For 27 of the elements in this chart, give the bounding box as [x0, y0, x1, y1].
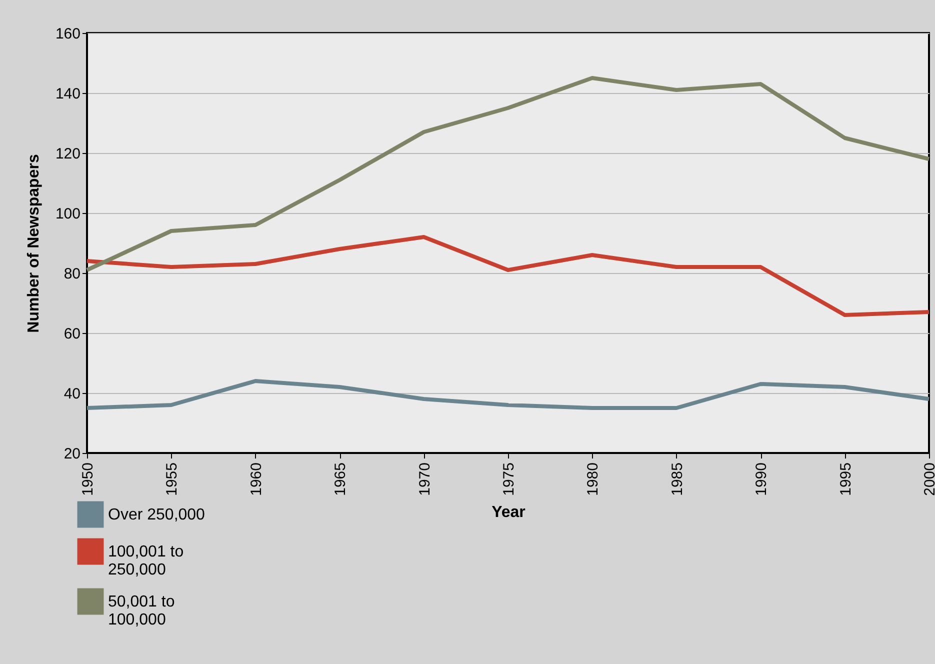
x-tick-label: 1990 [753, 462, 770, 496]
x-tick-label: 1970 [416, 462, 434, 496]
line-series [85, 76, 931, 272]
y-tick-label: 140 [55, 86, 80, 102]
x-tick-label: 1950 [80, 462, 96, 496]
x-tick-label: 1980 [584, 462, 602, 496]
y-tick-label: 160 [55, 26, 80, 42]
y-tick-label: 100 [55, 206, 80, 222]
line-series [85, 235, 931, 317]
x-tick-label: 1965 [332, 462, 350, 496]
x-tick-label: 1985 [668, 462, 686, 496]
x-tick-label: 1960 [248, 462, 265, 496]
x-tick-label: 1975 [500, 462, 518, 496]
y-tick-label: 40 [64, 386, 80, 402]
y-axis-title: Number of Newspapers [25, 154, 42, 333]
x-tick-label: 2000 [922, 462, 935, 496]
line-series [85, 379, 931, 410]
y-tick-label: 20 [64, 446, 80, 462]
y-tick-label: 80 [64, 266, 80, 282]
x-axis-title: Year [492, 504, 526, 521]
x-tick-label: 1955 [164, 462, 181, 496]
x-tick-label: 1995 [837, 462, 854, 496]
legend-label: Over 250,000 [108, 506, 206, 524]
y-tick-label: 60 [64, 326, 80, 342]
legend-label: 100,001 to 250,000 [108, 544, 184, 578]
y-tick-label: 120 [55, 146, 80, 162]
legend-label: 50,001 to 100,000 [108, 594, 175, 628]
